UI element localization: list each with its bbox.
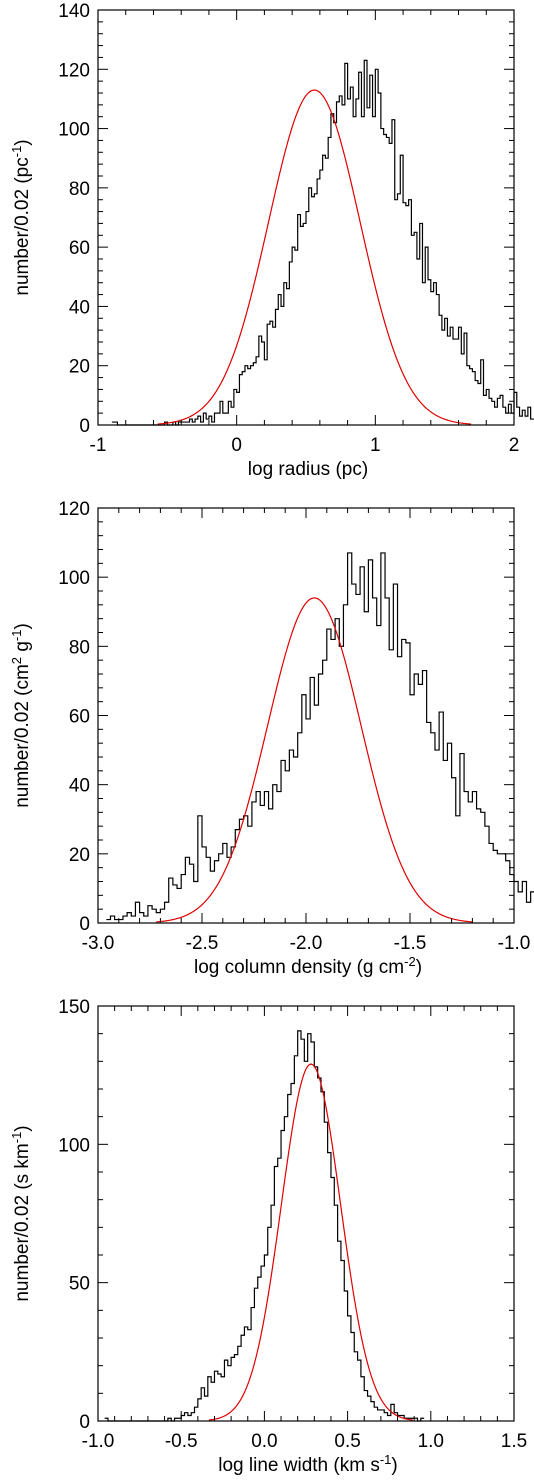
y-tick-label: 120 (58, 60, 90, 81)
x-tick-label: -3.0 (82, 933, 115, 954)
label-part: log column density (g cm (194, 957, 404, 978)
y-tick-label: 50 (69, 1274, 90, 1295)
y-axis-title: number/0.02 (s km-1) (9, 1125, 34, 1301)
superscript: -2 (404, 954, 416, 969)
y-tick-label: 140 (58, 1, 90, 22)
x-tick-label: -1.0 (82, 1431, 115, 1452)
y-tick-label: 40 (69, 297, 90, 318)
y-tick-label: 40 (69, 776, 90, 797)
y-tick-label: 20 (69, 357, 90, 378)
x-tick-label: 0.5 (334, 1431, 360, 1452)
x-tick-label: -1 (90, 435, 107, 456)
x-tick-label: 1 (370, 435, 381, 456)
x-axis-title: log radius (pc) (248, 459, 368, 480)
x-tick-label: -1.5 (394, 933, 427, 954)
x-tick-label: -1.0 (498, 933, 531, 954)
x-tick-label: 0.0 (251, 1431, 277, 1452)
y-axis-title: number/0.02 (cm2 g-1) (9, 623, 34, 808)
plot-frame (97, 9, 515, 426)
y-axis-title: number/0.02 (pc-1) (9, 139, 34, 295)
y-tick-label: 20 (69, 845, 90, 866)
x-tick-label: 1.5 (501, 1431, 527, 1452)
chart-column-density: -3.0 -2.5 -2.0 -1.5 -1.0 0 20 40 60 80 100 120 log c… (9, 499, 534, 978)
label-part: g (12, 641, 33, 657)
y-tick-label: 0 (79, 416, 90, 437)
histogram-line (104, 1030, 425, 1422)
label-part: log line width (km s (218, 1455, 380, 1476)
histogram-line (111, 59, 534, 426)
x-axis-title: log column density (g cm-2) (194, 954, 422, 979)
label-part: ) (391, 1455, 397, 1476)
superscript: -1 (9, 1132, 24, 1144)
y-tick-label: 0 (79, 914, 90, 935)
gaussian-fit-curve (208, 1063, 413, 1421)
x-axis-title: log line width (km s-1) (218, 1452, 397, 1477)
y-tick-label: 100 (58, 120, 90, 141)
x-tick-label: 0 (231, 435, 242, 456)
superscript: -1 (9, 630, 24, 642)
y-tick-label: 120 (58, 499, 90, 520)
superscript: 2 (9, 657, 24, 664)
label-part: ) (12, 1125, 33, 1131)
y-tick-label: 80 (69, 179, 90, 200)
plot-frame (97, 1005, 515, 1422)
y-tick-label: 0 (79, 1412, 90, 1433)
chart-line-width: -1.0 -0.5 0.0 0.5 1.0 1.5 0 50 100 150 log line wi… (9, 997, 528, 1476)
label-part: ) (12, 139, 33, 145)
superscript: -1 (380, 1452, 392, 1467)
x-tick-label: -2.0 (290, 933, 323, 954)
y-tick-label: 150 (58, 997, 90, 1018)
label-part: ) (12, 623, 33, 629)
label-part: ) (416, 957, 422, 978)
x-tick-label: -0.5 (165, 1431, 198, 1452)
x-tick-label: 1.0 (418, 1431, 444, 1452)
y-tick-label: 60 (69, 238, 90, 259)
gaussian-fit-curve (156, 597, 473, 923)
x-tick-label: 2 (509, 435, 520, 456)
y-tick-label: 100 (58, 568, 90, 589)
label-part: number/0.02 (pc (12, 157, 33, 295)
x-tick-label: -2.5 (186, 933, 219, 954)
label-part: number/0.02 (cm (12, 664, 33, 808)
y-tick-label: 60 (69, 707, 90, 728)
y-tick-label: 100 (58, 1135, 90, 1156)
superscript: -1 (9, 146, 24, 158)
y-tick-label: 80 (69, 637, 90, 658)
label-part: number/0.02 (s km (12, 1143, 33, 1301)
gaussian-fit-curve (157, 89, 472, 425)
histogram-line (106, 552, 534, 921)
